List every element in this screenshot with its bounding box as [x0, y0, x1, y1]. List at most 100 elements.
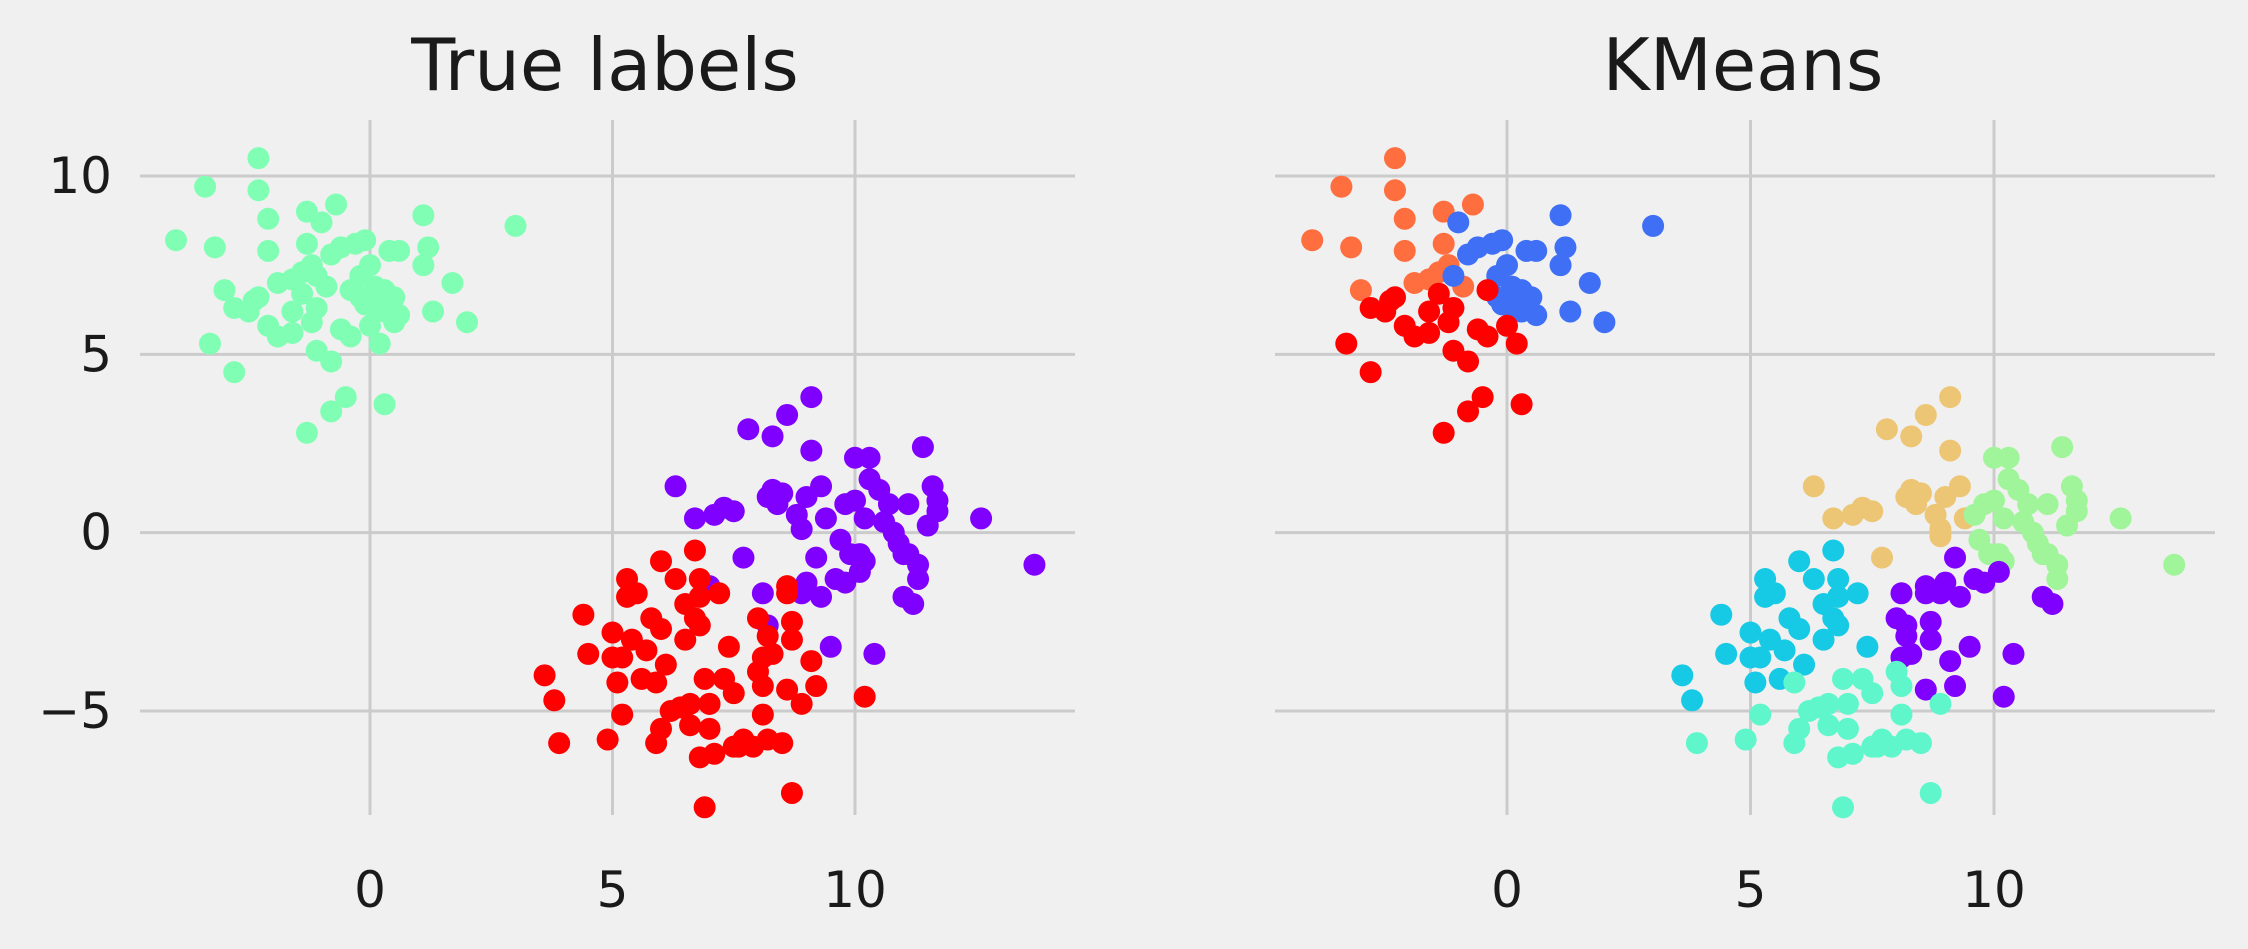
scatter-point: [1885, 607, 1908, 630]
scatter-point: [1457, 243, 1480, 266]
scatter-point: [780, 782, 803, 805]
scatter-point: [1418, 300, 1441, 323]
scatter-point: [844, 489, 866, 512]
panel-kmeans: KMeans 0 5 10: [1275, 23, 2215, 919]
scatter-point: [2051, 436, 2074, 459]
scatter-point: [1744, 671, 1767, 694]
scatter-point: [717, 635, 740, 658]
scatter-point: [1476, 325, 1499, 348]
scatter-point: [1301, 229, 1324, 252]
scatter-point: [1929, 525, 1952, 548]
scatter-point: [810, 475, 833, 498]
scatter-point: [650, 617, 672, 640]
scatter-point: [679, 714, 702, 737]
scatter-point: [247, 147, 270, 170]
scatter-point: [577, 642, 600, 665]
scatter-point: [1491, 229, 1514, 252]
scatter-point: [1919, 628, 1942, 651]
scatter-point: [1559, 300, 1582, 323]
scatter-point: [1861, 500, 1884, 523]
scatter-point: [305, 296, 328, 319]
scatter-point: [1549, 204, 1572, 227]
scatter-point: [1983, 489, 2005, 512]
scatter-point: [1505, 332, 1528, 355]
scatter-point: [354, 229, 377, 252]
scatter-point: [1827, 585, 1850, 608]
scatter-point: [1578, 272, 1601, 294]
scatter-point: [1919, 782, 1942, 805]
scatter-point: [1393, 239, 1416, 262]
scatter-point: [1359, 361, 1382, 384]
scatter-point: [504, 214, 527, 237]
scatter-point: [1934, 571, 1957, 594]
scatter-point: [1914, 678, 1937, 701]
scatter-point: [722, 682, 745, 705]
scatter-point: [737, 418, 760, 441]
scatter-point: [1681, 689, 1704, 712]
scatter-point: [611, 646, 634, 669]
scatter-point: [198, 332, 221, 355]
chart-title: True labels: [410, 23, 798, 107]
scatter-point: [2163, 553, 2186, 576]
scatter-point: [2017, 493, 2040, 516]
scatter-point: [1763, 582, 1786, 605]
scatter-point: [1418, 321, 1441, 344]
scatter-point: [877, 493, 900, 516]
scatter-point: [359, 314, 381, 337]
scatter-point: [1944, 546, 1967, 569]
scatter-point: [1447, 211, 1470, 234]
scatter-point: [688, 568, 711, 591]
scatter-point: [1427, 282, 1450, 305]
scatter-point: [1890, 675, 1913, 698]
scatter-point: [1900, 425, 1923, 448]
scatter-point: [1471, 386, 1494, 409]
scatter-point: [703, 742, 726, 765]
scatter-point: [606, 671, 629, 694]
scatter-point: [334, 386, 357, 409]
scatter-point: [751, 582, 774, 605]
scatter-point: [1914, 575, 1937, 598]
x-tick-label: 0: [1491, 861, 1523, 919]
scatter-point: [2065, 500, 2088, 523]
scatter-point: [674, 628, 697, 651]
scatter-point: [1958, 635, 1981, 658]
scatter-point: [373, 393, 396, 416]
scatter-point: [315, 275, 338, 298]
y-tick-label: 10: [48, 147, 112, 205]
scatter-point: [2041, 593, 2064, 615]
scatter-point: [1793, 653, 1816, 676]
scatter-point: [417, 236, 440, 259]
scatter-point: [776, 403, 799, 426]
scatter-point: [654, 653, 677, 676]
scatter-point: [683, 539, 706, 562]
scatter-point: [756, 625, 779, 648]
scatter-point: [1788, 550, 1811, 573]
scatter-point: [780, 610, 803, 633]
scatter-point: [698, 717, 721, 740]
scatter-point: [1802, 475, 1825, 498]
scatter-point: [664, 475, 687, 498]
scatter-point: [1554, 236, 1577, 259]
scatter-point: [1383, 179, 1406, 202]
scatter-point: [1685, 732, 1708, 755]
scatter-point: [650, 717, 672, 740]
scatter-point: [1496, 314, 1518, 337]
scatter-point: [281, 300, 304, 323]
scatter-point: [911, 436, 934, 459]
scatter-point: [1442, 296, 1465, 319]
x-tick-label: 5: [1735, 861, 1767, 919]
scatter-point: [1944, 675, 1967, 698]
scatter-point: [863, 642, 886, 665]
scatter-point: [1393, 207, 1416, 230]
chart-title: KMeans: [1603, 23, 1884, 107]
scatter-point: [223, 361, 246, 384]
scatter-point: [1642, 214, 1665, 237]
scatter-point: [1939, 650, 1962, 673]
scatter-point: [1919, 610, 1942, 633]
scatter-point: [1457, 400, 1480, 423]
scatter-point: [1525, 239, 1548, 262]
scatter-point: [853, 550, 876, 573]
scatter-point: [970, 507, 993, 530]
scatter-point: [761, 425, 784, 448]
scatter-point: [814, 507, 837, 530]
